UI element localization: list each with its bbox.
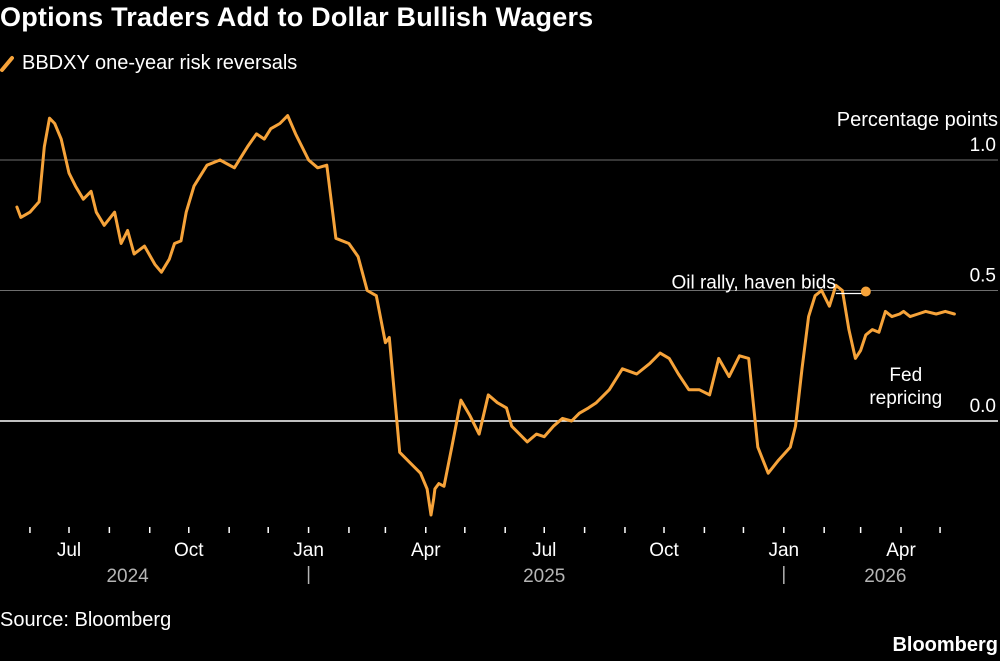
legend-swatch-icon xyxy=(0,55,14,72)
x-year-label-2024: 2024 xyxy=(106,566,149,587)
annotation-fed-repricing-line: Fed xyxy=(889,365,922,386)
x-tick-label-jul: Jul xyxy=(532,540,556,561)
annotation-oil-rally: Oil rally, haven bids xyxy=(671,273,835,294)
line-chart: 0.0 0.5 1.0 Jul Oct Jan Apr Jul Oct Jan Apr 2024 202… xyxy=(0,114,998,587)
series-line-0 xyxy=(15,114,956,517)
legend-label: BBDXY one-year risk reversals xyxy=(22,52,298,74)
y-tick-label: 0.0 xyxy=(970,396,996,417)
brand-logo: Bloomberg xyxy=(892,634,998,656)
x-tick-label-oct: Oct xyxy=(649,540,679,561)
chart-title: Options Traders Add to Dollar Bullish Wa… xyxy=(0,2,594,32)
x-tick-label-jan: Jan xyxy=(293,540,324,561)
x-tick-label-apr: Apr xyxy=(411,540,441,561)
x-year-label-2026: 2026 xyxy=(864,566,906,587)
legend: BBDXY one-year risk reversals xyxy=(0,52,297,75)
x-tick-label-oct: Oct xyxy=(174,540,204,561)
x-tick-label-jul: Jul xyxy=(57,540,81,561)
source-note: Source: Bloomberg xyxy=(0,609,172,631)
annotation-fed-repricing-line: repricing xyxy=(869,388,942,409)
y-tick-label: 0.5 xyxy=(970,266,996,287)
x-tick-label-apr: Apr xyxy=(886,540,916,561)
y-axis-units-label: Percentage points xyxy=(836,109,998,131)
y-tick-label: 1.0 xyxy=(970,135,996,156)
annotation-marker xyxy=(860,286,871,297)
x-year-label-2025: 2025 xyxy=(523,566,565,587)
x-tick-label-jan: Jan xyxy=(768,540,799,561)
